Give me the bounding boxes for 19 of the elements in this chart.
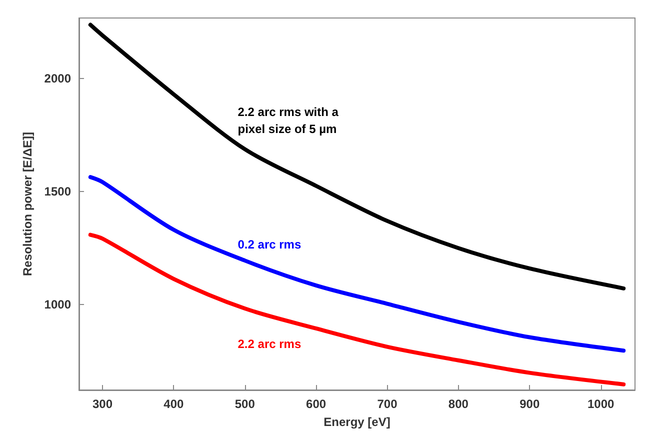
x-tick-label: 1000: [587, 397, 614, 411]
series-label: 2.2 arc rms: [238, 337, 302, 352]
series-label: 0.2 arc rms: [238, 237, 302, 252]
y-tick-label: 1000: [44, 298, 72, 312]
line-series: [88, 22, 626, 290]
x-tick-label: 700: [377, 397, 398, 411]
series-label: 2.2 arc rms with a pixel size of 5 µm: [238, 105, 342, 136]
y-axis-title: Resolution power [E/ΔE]]: [20, 132, 34, 276]
line-series: [88, 232, 626, 386]
x-tick-label: 900: [520, 397, 540, 411]
x-tick-label: 400: [164, 397, 184, 411]
y-tick-label: 2000: [44, 71, 72, 86]
x-axis-title: Energy [eV]: [324, 415, 390, 429]
line-series: [88, 175, 626, 353]
x-tick-label: 800: [448, 397, 469, 411]
x-tick-label: 600: [306, 397, 326, 411]
y-tick-label: 1500: [44, 184, 72, 199]
x-tick-label: 500: [234, 397, 256, 411]
x-tick-label: 300: [92, 397, 113, 411]
